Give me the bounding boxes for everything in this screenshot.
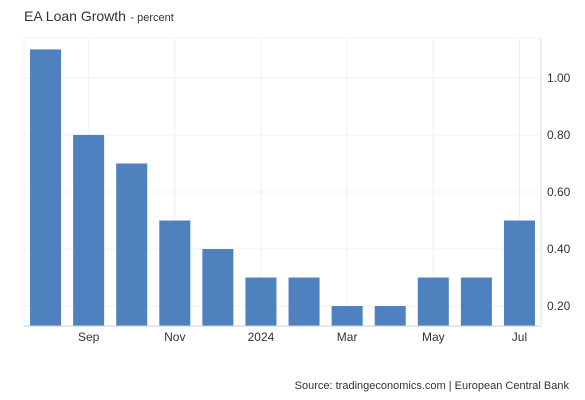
- bar: [503, 220, 535, 326]
- x-tick-label: Mar: [337, 330, 358, 344]
- y-tick-label: 0.20: [547, 299, 571, 313]
- y-tick-label: 0.60: [547, 185, 571, 199]
- bar: [417, 277, 449, 326]
- chart-title-text: EA Loan Growth: [24, 8, 126, 24]
- bar: [159, 220, 191, 326]
- bar: [116, 163, 148, 326]
- x-tick-label: Jul: [512, 330, 527, 344]
- bar: [73, 134, 105, 326]
- bars: [30, 49, 535, 326]
- x-tick-label: Nov: [164, 330, 185, 344]
- bar: [374, 306, 406, 326]
- source-note: Source: tradingeconomics.com | European …: [294, 380, 569, 392]
- bar: [460, 277, 492, 326]
- bar: [245, 277, 277, 326]
- bar: [30, 49, 62, 326]
- axes: 0.20 0.40 0.60 0.80 1.00 Sep Nov 2024 Mar May Jul: [24, 38, 571, 344]
- bar: [288, 277, 320, 326]
- chart-title: EA Loan Growth - percent: [24, 8, 174, 26]
- y-tick-label: 1.00: [547, 71, 571, 85]
- bar-chart: 0.20 0.40 0.60 0.80 1.00 Sep Nov 2024 Mar May Jul: [23, 37, 571, 344]
- x-tick-label: Sep: [78, 330, 100, 344]
- bar: [331, 306, 363, 326]
- chart-subtitle: - percent: [130, 12, 174, 24]
- x-tick-label: May: [422, 330, 445, 344]
- y-tick-label: 0.40: [547, 242, 571, 256]
- bar: [202, 249, 234, 326]
- y-tick-label: 0.80: [547, 128, 571, 142]
- x-tick-label: 2024: [248, 330, 275, 344]
